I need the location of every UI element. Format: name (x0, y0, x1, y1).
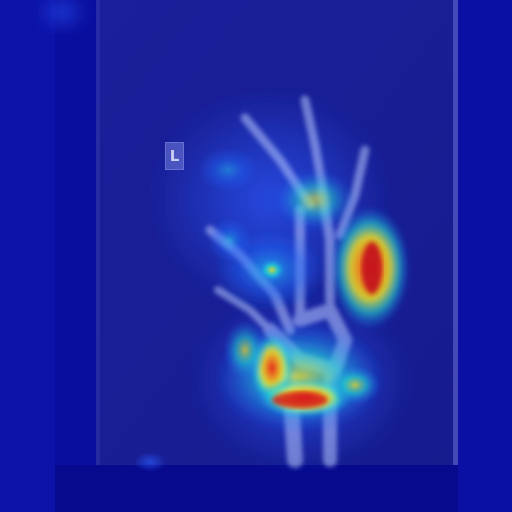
bottom-edge (55, 465, 458, 512)
left-band (0, 0, 55, 512)
right-band (458, 0, 512, 512)
side-marker-label: L (165, 142, 184, 170)
